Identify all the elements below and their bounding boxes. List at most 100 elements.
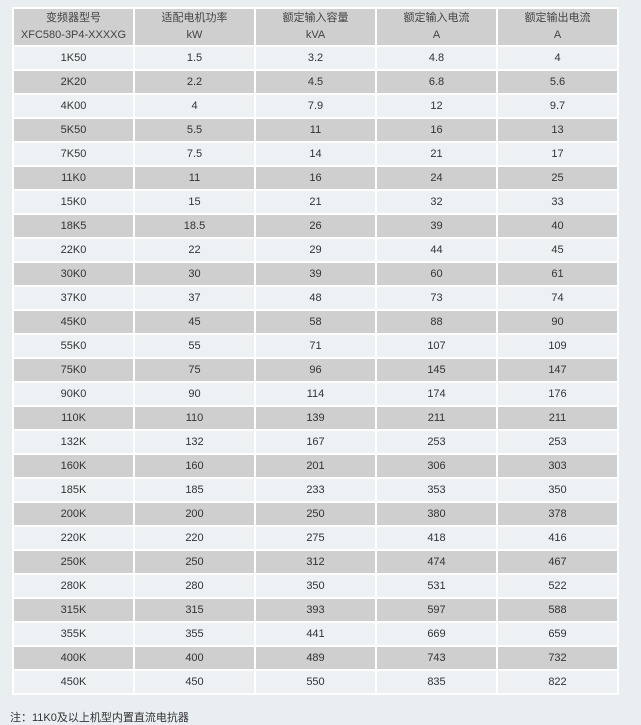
table-cell: 1K50 xyxy=(12,45,135,71)
table-cell: 400K xyxy=(12,645,135,671)
table-row: 22K0 22 29 44 45 xyxy=(12,237,619,263)
table-row: 160K 160 201 306 303 xyxy=(12,453,619,479)
table-cell: 7.9 xyxy=(254,93,377,119)
table-cell: 3.2 xyxy=(254,45,377,71)
table-cell: 11 xyxy=(254,117,377,143)
table-cell: 418 xyxy=(375,525,498,551)
table-cell: 22 xyxy=(133,237,256,263)
table-cell: 90 xyxy=(496,309,619,335)
header-title: 额定输入容量 xyxy=(282,12,349,24)
table-cell: 185K xyxy=(12,477,135,503)
table-row: 30K0 30 39 60 61 xyxy=(12,261,619,287)
table-cell: 200 xyxy=(133,501,256,527)
table-cell: 489 xyxy=(254,645,377,671)
table-cell: 312 xyxy=(254,549,377,575)
column-header: 变频器型号 XFC580-3P4-XXXXG xyxy=(12,7,135,47)
table-cell: 90 xyxy=(133,381,256,407)
table-cell: 467 xyxy=(496,549,619,575)
table-cell: 1.5 xyxy=(133,45,256,71)
table-cell: 16 xyxy=(375,117,498,143)
table-cell: 416 xyxy=(496,525,619,551)
table-cell: 40 xyxy=(496,213,619,239)
table-row: 132K 132 167 253 253 xyxy=(12,429,619,455)
table-cell: 253 xyxy=(496,429,619,455)
table-row: 315K 315 393 597 588 xyxy=(12,597,619,623)
table-cell: 132K xyxy=(12,429,135,455)
table-row: 250K 250 312 474 467 xyxy=(12,549,619,575)
header-unit: kW xyxy=(186,29,203,41)
table-cell: 109 xyxy=(496,333,619,359)
table-cell: 16 xyxy=(254,165,377,191)
table-cell: 200K xyxy=(12,501,135,527)
table-row: 75K0 75 96 145 147 xyxy=(12,357,619,383)
table-cell: 71 xyxy=(254,333,377,359)
table-cell: 88 xyxy=(375,309,498,335)
table-cell: 18K5 xyxy=(12,213,135,239)
table-cell: 39 xyxy=(375,213,498,239)
table-cell: 61 xyxy=(496,261,619,287)
table-cell: 33 xyxy=(496,189,619,215)
table-cell: 107 xyxy=(375,333,498,359)
table-cell: 44 xyxy=(375,237,498,263)
table-cell: 211 xyxy=(496,405,619,431)
table-cell: 21 xyxy=(254,189,377,215)
table-cell: 280 xyxy=(133,573,256,599)
table-cell: 303 xyxy=(496,453,619,479)
table-cell: 160K xyxy=(12,453,135,479)
table-row: 2K20 2.2 4.5 6.8 5.6 xyxy=(12,69,619,95)
table-cell: 24 xyxy=(375,165,498,191)
table-row: 185K 185 233 353 350 xyxy=(12,477,619,503)
table-cell: 350 xyxy=(254,573,377,599)
header-unit: kVA xyxy=(305,29,326,41)
table-cell: 21 xyxy=(375,141,498,167)
table-cell: 474 xyxy=(375,549,498,575)
table-cell: 139 xyxy=(254,405,377,431)
table-row: 110K 110 139 211 211 xyxy=(12,405,619,431)
table-cell: 280K xyxy=(12,573,135,599)
table-cell: 669 xyxy=(375,621,498,647)
header-title: 适配电机功率 xyxy=(161,12,228,24)
table-row: 5K50 5.5 11 16 13 xyxy=(12,117,619,143)
table-cell: 96 xyxy=(254,357,377,383)
table-cell: 597 xyxy=(375,597,498,623)
table-cell: 353 xyxy=(375,477,498,503)
table-cell: 400 xyxy=(133,645,256,671)
table-cell: 2.2 xyxy=(133,69,256,95)
table-cell: 176 xyxy=(496,381,619,407)
table-cell: 55K0 xyxy=(12,333,135,359)
table-cell: 9.7 xyxy=(496,93,619,119)
table-row: 280K 280 350 531 522 xyxy=(12,573,619,599)
table-cell: 6.8 xyxy=(375,69,498,95)
table-cell: 11 xyxy=(133,165,256,191)
table-cell: 25 xyxy=(496,165,619,191)
column-header: 额定输出电流 A xyxy=(496,7,619,47)
table-row: 90K0 90 114 174 176 xyxy=(12,381,619,407)
table-cell: 4K00 xyxy=(12,93,135,119)
table-cell: 48 xyxy=(254,285,377,311)
table-cell: 835 xyxy=(375,669,498,695)
table-row: 7K50 7.5 14 21 17 xyxy=(12,141,619,167)
table-cell: 5.5 xyxy=(133,117,256,143)
table-cell: 14 xyxy=(254,141,377,167)
table-cell: 15K0 xyxy=(12,189,135,215)
table-cell: 73 xyxy=(375,285,498,311)
table-row: 4K00 4 7.9 12 9.7 xyxy=(12,93,619,119)
header-unit: A xyxy=(432,29,441,41)
table-cell: 250 xyxy=(133,549,256,575)
table-cell: 350 xyxy=(496,477,619,503)
table-cell: 167 xyxy=(254,429,377,455)
table-row: 37K0 37 48 73 74 xyxy=(12,285,619,311)
table-row: 400K 400 489 743 732 xyxy=(12,645,619,671)
table-cell: 355 xyxy=(133,621,256,647)
table-row: 45K0 45 58 88 90 xyxy=(12,309,619,335)
table-row: 220K 220 275 418 416 xyxy=(12,525,619,551)
column-header: 额定输入容量 kVA xyxy=(254,7,377,47)
table-cell: 211 xyxy=(375,405,498,431)
table-cell: 7K50 xyxy=(12,141,135,167)
table-cell: 4 xyxy=(133,93,256,119)
table-cell: 441 xyxy=(254,621,377,647)
table-cell: 110K xyxy=(12,405,135,431)
table-cell: 58 xyxy=(254,309,377,335)
table-cell: 355K xyxy=(12,621,135,647)
table-cell: 393 xyxy=(254,597,377,623)
